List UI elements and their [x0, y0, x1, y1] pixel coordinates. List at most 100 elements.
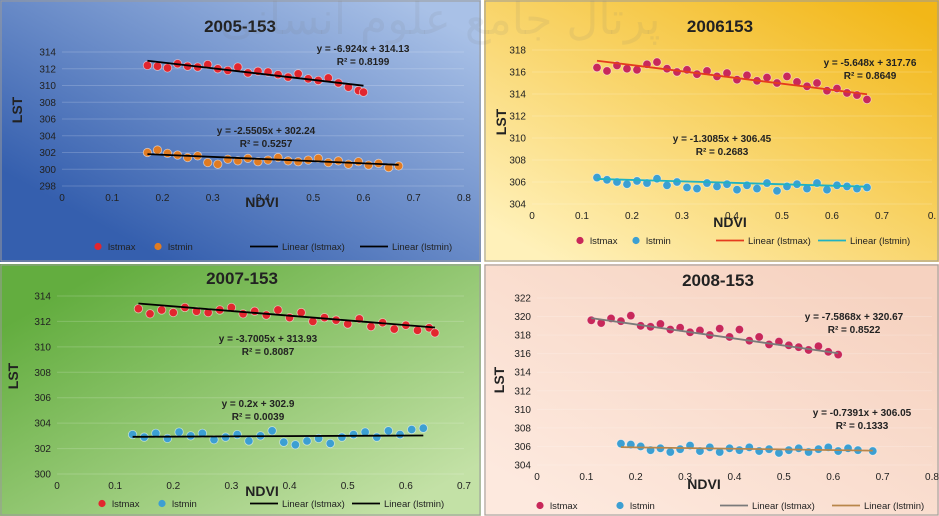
x-tick-label: 0	[54, 481, 60, 492]
data-point-lstmin	[652, 174, 662, 184]
legend-label: lstmin	[646, 236, 671, 247]
y-tick-label: 314	[514, 368, 531, 379]
x-tick-label: 0.8	[457, 193, 471, 204]
y-axis-label: LST	[9, 96, 25, 123]
y-tick-label: 310	[39, 81, 56, 92]
legend-marker-lstmin	[616, 501, 624, 510]
trendline-lstmax	[591, 317, 839, 355]
data-point-lstmax	[602, 66, 612, 76]
r-squared-label: R² = 0.1333	[836, 421, 889, 432]
y-tick-label: 318	[514, 331, 531, 342]
data-point-lstmax	[430, 328, 440, 338]
r-squared-label: R² = 0.5257	[240, 139, 293, 150]
chart-panel-2007: 300 302 304 306 308 310 312 314 0 0.1 0.2 0.3 0.4 0.5…	[0, 264, 481, 516]
y-tick-label: 318	[509, 46, 526, 57]
y-tick-label: 314	[509, 90, 526, 101]
chart-2008-svg: 304 306 308 310 312 314 316 318 320 322 0 0.1 0.2 0.3…	[484, 264, 939, 516]
data-point-lstmax	[754, 332, 764, 342]
y-tick-label: 310	[34, 342, 51, 353]
data-point-lstmin	[682, 182, 692, 193]
data-point-lstmax	[652, 57, 662, 67]
r-squared-label: R² = 0.0039	[232, 412, 285, 423]
y-tick-label: 308	[509, 156, 526, 167]
y-tick-label: 312	[39, 64, 56, 75]
legend-marker-lstmin	[154, 242, 162, 251]
legend-marker-lstmax	[576, 236, 584, 245]
data-point-lstmin	[722, 179, 732, 189]
data-point-lstmax	[592, 62, 602, 73]
legend-marker-lstmax	[98, 499, 106, 508]
chart-background	[484, 0, 939, 262]
data-point-lstmin	[353, 157, 364, 167]
chart-title: 2008-153	[682, 271, 754, 290]
y-tick-label: 304	[509, 200, 526, 211]
data-point-lstmin	[213, 159, 223, 169]
chart-panel-2005: 298 300 302 304 306 308 310 312 314 0 0.1 0.2 0.3 0.4…	[0, 0, 481, 262]
y-tick-label: 306	[34, 393, 51, 404]
x-tick-label: 0.5	[341, 481, 355, 492]
x-tick-label: 0.1	[579, 472, 593, 483]
y-tick-label: 306	[39, 115, 56, 126]
data-point-lstmax	[812, 78, 822, 88]
trendline-lstmin	[132, 434, 424, 438]
chart-2007-svg: 300 302 304 306 308 310 312 314 0 0.1 0.2 0.3 0.4 0.5…	[0, 264, 481, 516]
x-tick-label: 0.2	[629, 472, 643, 483]
x-tick-label: 0.6	[826, 472, 840, 483]
regression-equation: y = -6.924x + 314.13	[317, 44, 410, 55]
data-point-lstmax	[622, 64, 632, 74]
legend-label: lstmin	[168, 242, 193, 253]
data-point-lstmin	[290, 440, 300, 450]
x-tick-label: 0	[534, 472, 540, 483]
data-point-lstmax	[142, 60, 153, 71]
legend-label: Linear (lstmax)	[282, 499, 345, 510]
y-tick-label: 316	[514, 349, 531, 360]
data-point-lstmax	[734, 324, 745, 335]
x-tick-label: 0.8	[925, 472, 939, 483]
data-point-lstmax	[157, 305, 167, 315]
x-tick-label: 0.6	[357, 193, 371, 204]
x-tick-label: 0.7	[407, 193, 421, 204]
legend-label: lstmax	[590, 236, 618, 247]
data-point-lstmax	[782, 71, 792, 82]
legend-marker-lstmin	[632, 236, 640, 245]
r-squared-label: R² = 0.2683	[696, 147, 749, 158]
chart-2006-svg: 304 306 308 310 312 314 316 318 0 0.1 0.2 0.3 0.4 0.5…	[484, 0, 939, 262]
data-point-lstmin	[244, 436, 254, 446]
chart-border	[484, 264, 939, 516]
x-tick-label: 0	[59, 193, 65, 204]
regression-equation: y = -3.7005x + 313.93	[219, 334, 318, 345]
regression-equation: y = -7.5868x + 320.67	[805, 312, 904, 323]
legend-label: Linear (lstmin)	[392, 242, 452, 253]
x-axis-label: NDVI	[713, 214, 746, 230]
data-point-lstmin	[363, 160, 374, 170]
legend-label: lstmax	[108, 242, 136, 253]
chart-title: 2005-153	[204, 17, 276, 36]
data-point-lstmax	[586, 315, 596, 325]
x-tick-label: 0.1	[105, 193, 119, 204]
data-point-lstmin	[407, 424, 417, 435]
data-point-lstmax	[293, 69, 303, 79]
data-point-lstmax	[672, 67, 682, 77]
y-tick-label: 304	[514, 461, 531, 472]
data-point-lstmin	[333, 156, 343, 166]
legend-marker-lstmax	[536, 501, 544, 510]
data-point-lstmin	[174, 427, 184, 437]
trendline-lstmax	[596, 59, 868, 96]
legend-label: Linear (lstmin)	[864, 501, 924, 512]
chart-border	[484, 0, 939, 262]
y-tick-label: 306	[509, 178, 526, 189]
chart-panel-2006: 304 306 308 310 312 314 316 318 0 0.1 0.2 0.3 0.4 0.5…	[484, 0, 939, 262]
data-point-lstmin	[394, 161, 404, 171]
x-axis-label: NDVI	[245, 194, 278, 210]
legend-label: Linear (lstmax)	[748, 236, 811, 247]
data-point-lstmin	[732, 185, 742, 195]
data-point-lstmax	[168, 307, 178, 318]
x-tick-label: 0.3	[678, 472, 692, 483]
x-tick-label: 0.2	[166, 481, 180, 492]
y-axis-label: LST	[493, 108, 509, 135]
y-axis-label: LST	[5, 362, 21, 389]
data-point-lstmax	[358, 87, 369, 97]
data-point-lstmax	[833, 349, 843, 360]
y-tick-label: 316	[509, 68, 526, 79]
